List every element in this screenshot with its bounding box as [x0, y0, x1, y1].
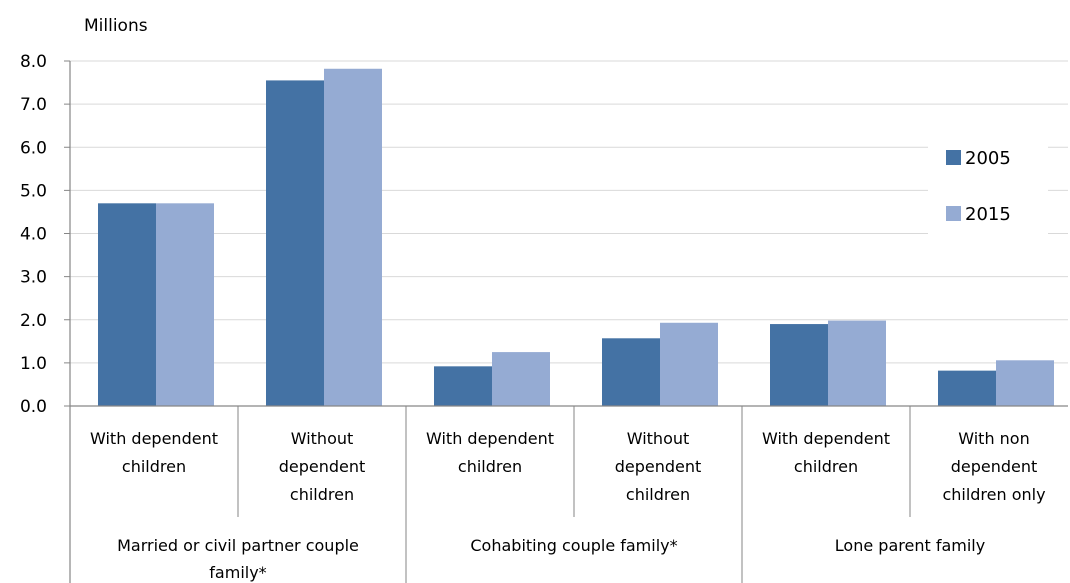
bar-2005-2 [434, 366, 492, 406]
legend-label-2005: 2005 [965, 148, 1011, 169]
x-group-label: Cohabiting couple family* [470, 536, 677, 555]
legend-label-2015: 2015 [965, 204, 1011, 225]
gridlines [70, 60, 1068, 364]
bar-2015-1 [324, 68, 382, 406]
y-tick-label: 7.0 [20, 95, 47, 115]
bar-2005-1 [266, 80, 324, 406]
y-tick-label: 2.0 [20, 311, 47, 331]
x-category-label: With dependent children [762, 429, 890, 476]
y-tick-label: 3.0 [20, 268, 47, 288]
x-category-label: With dependent children [426, 429, 554, 476]
bar-2005-4 [770, 324, 828, 406]
y-tick-label: 5.0 [20, 181, 47, 201]
x-category-label: Without dependent children [279, 429, 366, 504]
x-category-label: With dependent children [90, 429, 218, 476]
bar-2015-2 [492, 352, 550, 406]
bar-marks [98, 68, 1054, 406]
x-axis-category-labels: With dependent children Without dependent ch… [90, 429, 1046, 504]
y-tick-label: 4.0 [20, 225, 47, 245]
bar-2005-0 [98, 203, 156, 406]
legend-swatch-2005 [946, 150, 961, 165]
x-category-label: Without dependent children [615, 429, 702, 504]
x-axis-group-labels: Married or civil partner couple family* Co… [117, 536, 985, 582]
y-axis-ticks: 0.0 1.0 2.0 3.0 4.0 5.0 6.0 7.0 8.0 [20, 52, 70, 417]
y-tick-label: 0.0 [20, 397, 47, 417]
axes [69, 61, 1068, 583]
bar-2005-5 [938, 370, 996, 406]
bar-2015-3 [660, 322, 718, 406]
x-group-label: Married or civil partner couple family* [117, 536, 359, 582]
y-tick-label: 1.0 [20, 354, 47, 374]
bar-2015-4 [828, 320, 886, 406]
legend-swatch-2015 [946, 206, 961, 221]
x-category-label: With non dependent children only [942, 429, 1045, 504]
y-tick-label: 8.0 [20, 52, 47, 72]
legend: 2005 2015 [928, 128, 1048, 236]
bar-2015-5 [996, 360, 1054, 406]
y-tick-label: 6.0 [20, 138, 47, 158]
x-group-label: Lone parent family [835, 536, 985, 555]
bar-2015-0 [156, 203, 214, 406]
bar-2005-3 [602, 338, 660, 406]
y-unit-label: Millions [84, 16, 148, 36]
